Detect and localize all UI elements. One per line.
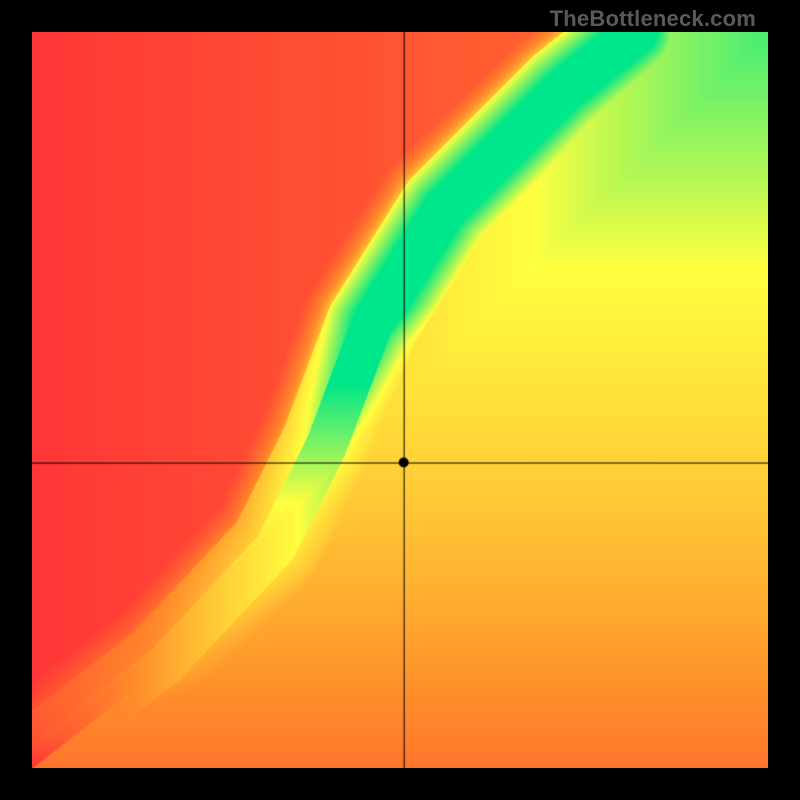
heatmap-canvas <box>32 32 768 768</box>
watermark-text: TheBottleneck.com <box>550 6 756 32</box>
chart-container: TheBottleneck.com <box>0 0 800 800</box>
